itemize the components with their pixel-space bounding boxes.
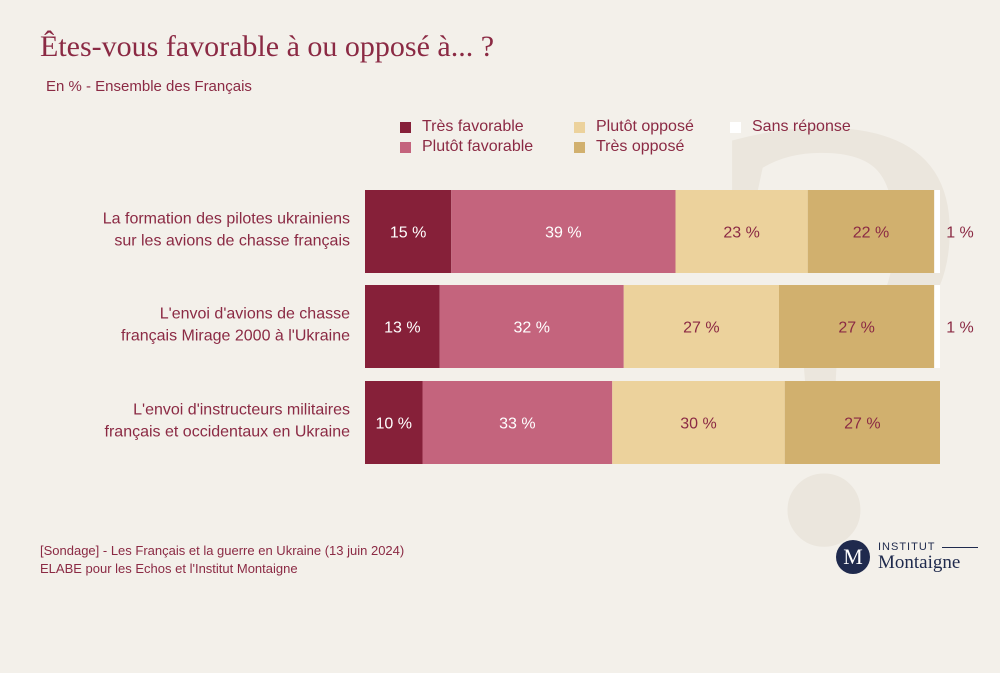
legend-swatch: [574, 141, 585, 153]
bar-segment-sans-reponse-1: [934, 190, 940, 273]
bar-segment-plutot-oppose-3: [612, 381, 785, 464]
legend-swatch: [400, 141, 411, 153]
data-label-plutot-favorable-2: 32 %: [514, 320, 550, 337]
data-label-tres-favorable-1: 15 %: [390, 225, 426, 242]
data-label-plutot-favorable-3: 33 %: [499, 416, 535, 433]
chart-title: Êtes-vous favorable à ou opposé à... ?: [40, 30, 495, 63]
category-label-1-line-2: sur les avions de chasse français: [114, 233, 350, 250]
bar-segment-tres-oppose-3: [784, 381, 940, 464]
legend-label: Plutôt opposé: [596, 118, 694, 135]
legend-item-plutot-oppose: Plutôt opposé: [574, 118, 694, 136]
bar-segment-tres-oppose-2: [779, 285, 935, 368]
legend-swatch: [730, 121, 741, 133]
legend-item-sans-reponse: Sans réponse: [730, 118, 851, 136]
stacked-bar-chart: La formation des pilotes ukrainiens sur l…: [103, 190, 974, 464]
data-label-tres-oppose-3: 27 %: [844, 416, 880, 433]
legend-item-plutot-favorable: Plutôt favorable: [400, 138, 533, 156]
footer: [Sondage] - Les Français et la guerre en…: [40, 542, 404, 578]
legend-label: Plutôt favorable: [422, 138, 534, 155]
bar-segment-plutot-favorable-2: [439, 285, 624, 368]
category-label-2-line-1: L'envoi d'avions de chasse: [160, 306, 350, 323]
logo-text: INSTITUT Montaigne: [878, 541, 978, 573]
bar-segment-plutot-favorable-1: [451, 190, 676, 273]
legend-swatch: [574, 121, 585, 133]
legend-item-tres-oppose: Très opposé: [574, 138, 684, 156]
bar-segment-tres-favorable-1: [365, 190, 452, 273]
category-label-1-line-1: La formation des pilotes ukrainiens: [103, 211, 350, 228]
legend-label: Très favorable: [422, 118, 524, 135]
chart-subtitle: En % - Ensemble des Français: [46, 78, 252, 95]
category-label-3-line-2: français et occidentaux en Ukraine: [105, 424, 351, 441]
data-label-tres-oppose-2: 27 %: [838, 320, 874, 337]
bar-segment-plutot-favorable-3: [422, 381, 613, 464]
bar-segment-tres-favorable-2: [365, 285, 440, 368]
category-label-2-line-2: français Mirage 2000 à l'Ukraine: [121, 328, 350, 345]
footer-credit-line: ELABE pour les Echos et l'Institut Monta…: [40, 561, 298, 576]
legend-swatch: [400, 121, 411, 133]
data-label-plutot-favorable-1: 39 %: [545, 225, 581, 242]
bar-segment-tres-oppose-1: [807, 190, 935, 273]
footer-source-line: [Sondage] - Les Français et la guerre en…: [40, 543, 405, 558]
legend-item-tres-favorable: Très favorable: [400, 118, 524, 136]
bar-segment-plutot-oppose-1: [675, 190, 808, 273]
logo-name: Montaigne: [878, 552, 961, 573]
bar-segment-tres-favorable-3: [365, 381, 423, 464]
legend-label: Très opposé: [596, 138, 685, 155]
data-label-plutot-oppose-2: 27 %: [683, 320, 719, 337]
data-label-tres-favorable-3: 10 %: [376, 416, 412, 433]
bar-segment-sans-reponse-2: [934, 285, 940, 368]
data-label-sans-reponse-1: 1 %: [946, 225, 974, 242]
institut-montaigne-logo: M INSTITUT Montaigne: [836, 540, 978, 574]
data-label-sans-reponse-2: 1 %: [946, 320, 974, 337]
logo-institut: INSTITUT: [878, 541, 978, 553]
data-label-plutot-oppose-1: 23 %: [723, 225, 759, 242]
data-label-tres-favorable-2: 13 %: [384, 320, 420, 337]
logo-m-icon: M: [836, 540, 870, 574]
data-label-tres-oppose-1: 22 %: [853, 225, 889, 242]
data-label-plutot-oppose-3: 30 %: [680, 416, 716, 433]
bar-segment-plutot-oppose-2: [623, 285, 779, 368]
category-label-3-line-1: L'envoi d'instructeurs militaires: [133, 402, 350, 419]
legend-label: Sans réponse: [752, 118, 851, 135]
